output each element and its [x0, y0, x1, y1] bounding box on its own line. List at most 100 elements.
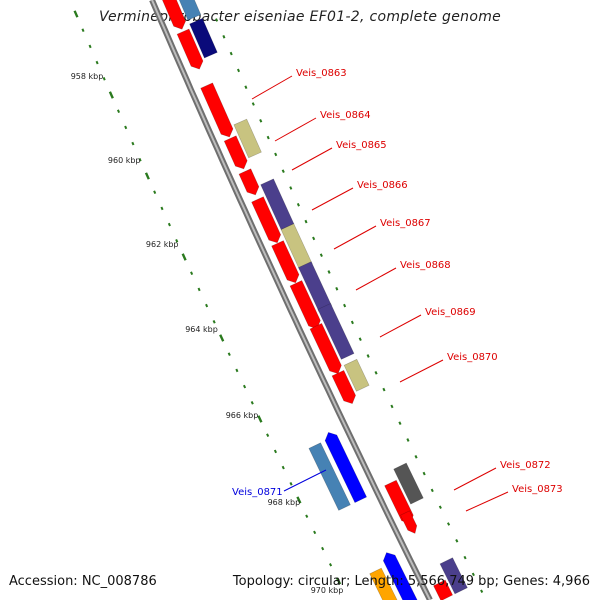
- outer-tick: [480, 589, 484, 593]
- scale-label: 968 kbp: [268, 498, 301, 507]
- outer-tick: [390, 404, 394, 409]
- outer-tick: [335, 287, 339, 291]
- scale-tick: [124, 125, 128, 130]
- scale-tick: [321, 546, 325, 551]
- scale-label: 964 kbp: [185, 325, 218, 334]
- gene-labels: Veis_0863 Veis_0864 Veis_0865 Veis_0866 Veis…: [232, 68, 563, 512]
- tick-marks: [73, 10, 484, 593]
- outer-tick: [259, 118, 263, 123]
- scale-label: 962 kbp: [146, 240, 179, 249]
- gene-forward: [176, 28, 204, 70]
- scale-tick: [131, 141, 135, 146]
- scale-tick: [313, 530, 317, 535]
- scale-tick: [250, 400, 254, 405]
- scale-tick: [273, 449, 278, 454]
- gene-label-leader: [399, 359, 444, 383]
- scale-tick: [190, 271, 194, 275]
- gene-label-leader: [355, 267, 397, 291]
- scale-tick: [138, 158, 142, 162]
- gene-label-leader: [453, 467, 497, 491]
- gene-forward: [331, 370, 356, 404]
- outer-tick: [327, 270, 331, 274]
- scale-tick: [219, 334, 225, 342]
- scale-tick: [95, 60, 99, 65]
- gene-forward: [433, 579, 454, 600]
- gene-forward: [200, 82, 234, 138]
- gene-forward: [309, 322, 342, 374]
- gene-label-leader: [291, 147, 333, 171]
- gene-forward: [233, 118, 262, 159]
- scale-label: 970 kbp: [311, 586, 344, 595]
- gene-reverse: [369, 567, 398, 600]
- scale-tick: [266, 433, 270, 438]
- outer-tick: [438, 505, 442, 509]
- scale-tick: [144, 172, 150, 180]
- gene-label: Veis_0869: [425, 307, 476, 318]
- accession-text: Accession: NC_008786: [9, 574, 157, 589]
- gene-label-leader: [311, 187, 354, 211]
- gene-label-leader: [333, 225, 377, 250]
- outer-tick: [374, 370, 378, 375]
- scale-tick: [160, 206, 164, 211]
- scale-label: 958 kbp: [71, 72, 104, 81]
- gene-label: Veis_0864: [320, 110, 371, 121]
- scale-tick: [212, 319, 216, 324]
- scale-tick: [73, 10, 79, 18]
- scale-label: 966 kbp: [226, 411, 259, 420]
- scale-tick: [335, 577, 342, 585]
- gene-label-leader: [251, 75, 293, 100]
- backbone: [149, 0, 433, 600]
- gene-forward: [251, 196, 282, 244]
- outer-tick: [406, 438, 410, 442]
- gene-label: Veis_0866: [357, 180, 408, 191]
- scale-tick: [102, 77, 106, 81]
- gene-label-leader: [274, 117, 317, 142]
- outer-tick: [430, 488, 434, 493]
- outer-tick: [414, 454, 418, 459]
- genes: [162, 0, 468, 600]
- outer-tick: [447, 522, 451, 526]
- gene-forward: [271, 240, 300, 284]
- outer-tick: [266, 135, 270, 140]
- gene-forward: [238, 168, 260, 196]
- outer-tick: [319, 253, 323, 258]
- scale-tick: [175, 238, 179, 243]
- scale-tick: [81, 28, 85, 32]
- scale-tick: [108, 91, 114, 99]
- outer-tick: [289, 186, 293, 190]
- outer-tick: [229, 51, 233, 56]
- outer-tick: [304, 219, 308, 224]
- outer-tick: [463, 555, 467, 560]
- gene-label-leader: [379, 314, 422, 338]
- gene-label: Veis_0867: [380, 218, 431, 229]
- outer-tick: [343, 303, 347, 308]
- gene-reverse: [308, 442, 351, 511]
- scale-labels: 958 kbp 960 kbp 962 kbp 964 kbp 966 kbp 968 k…: [71, 72, 344, 595]
- genome-stats-text: Topology: circular; Length: 5,566,749 bp…: [232, 574, 590, 589]
- gene-forward: [289, 280, 321, 330]
- scale-tick: [116, 109, 121, 113]
- scale-tick: [242, 384, 247, 389]
- gene-forward: [178, 0, 202, 21]
- scale-tick: [227, 352, 231, 357]
- gene-forward: [317, 303, 355, 360]
- outer-tick: [222, 35, 226, 39]
- scale-tick: [197, 287, 201, 292]
- scale-tick: [205, 303, 209, 308]
- scale-tick: [305, 514, 309, 518]
- gene-forward: [343, 358, 370, 392]
- gene-label: Veis_0865: [336, 140, 387, 151]
- scale-label: 960 kbp: [108, 156, 141, 165]
- scale-tick: [329, 563, 333, 567]
- gene-forward: [162, 0, 186, 30]
- gene-reverse: [382, 552, 418, 600]
- scale-tick: [296, 496, 302, 504]
- outer-tick: [350, 320, 354, 325]
- outer-tick: [274, 152, 278, 157]
- gene-forward: [439, 557, 468, 595]
- outer-tick: [358, 337, 362, 342]
- gene-forward: [393, 462, 424, 505]
- gene-label: Veis_0873: [512, 484, 563, 495]
- outer-tick: [244, 85, 248, 89]
- scale-tick: [181, 253, 187, 261]
